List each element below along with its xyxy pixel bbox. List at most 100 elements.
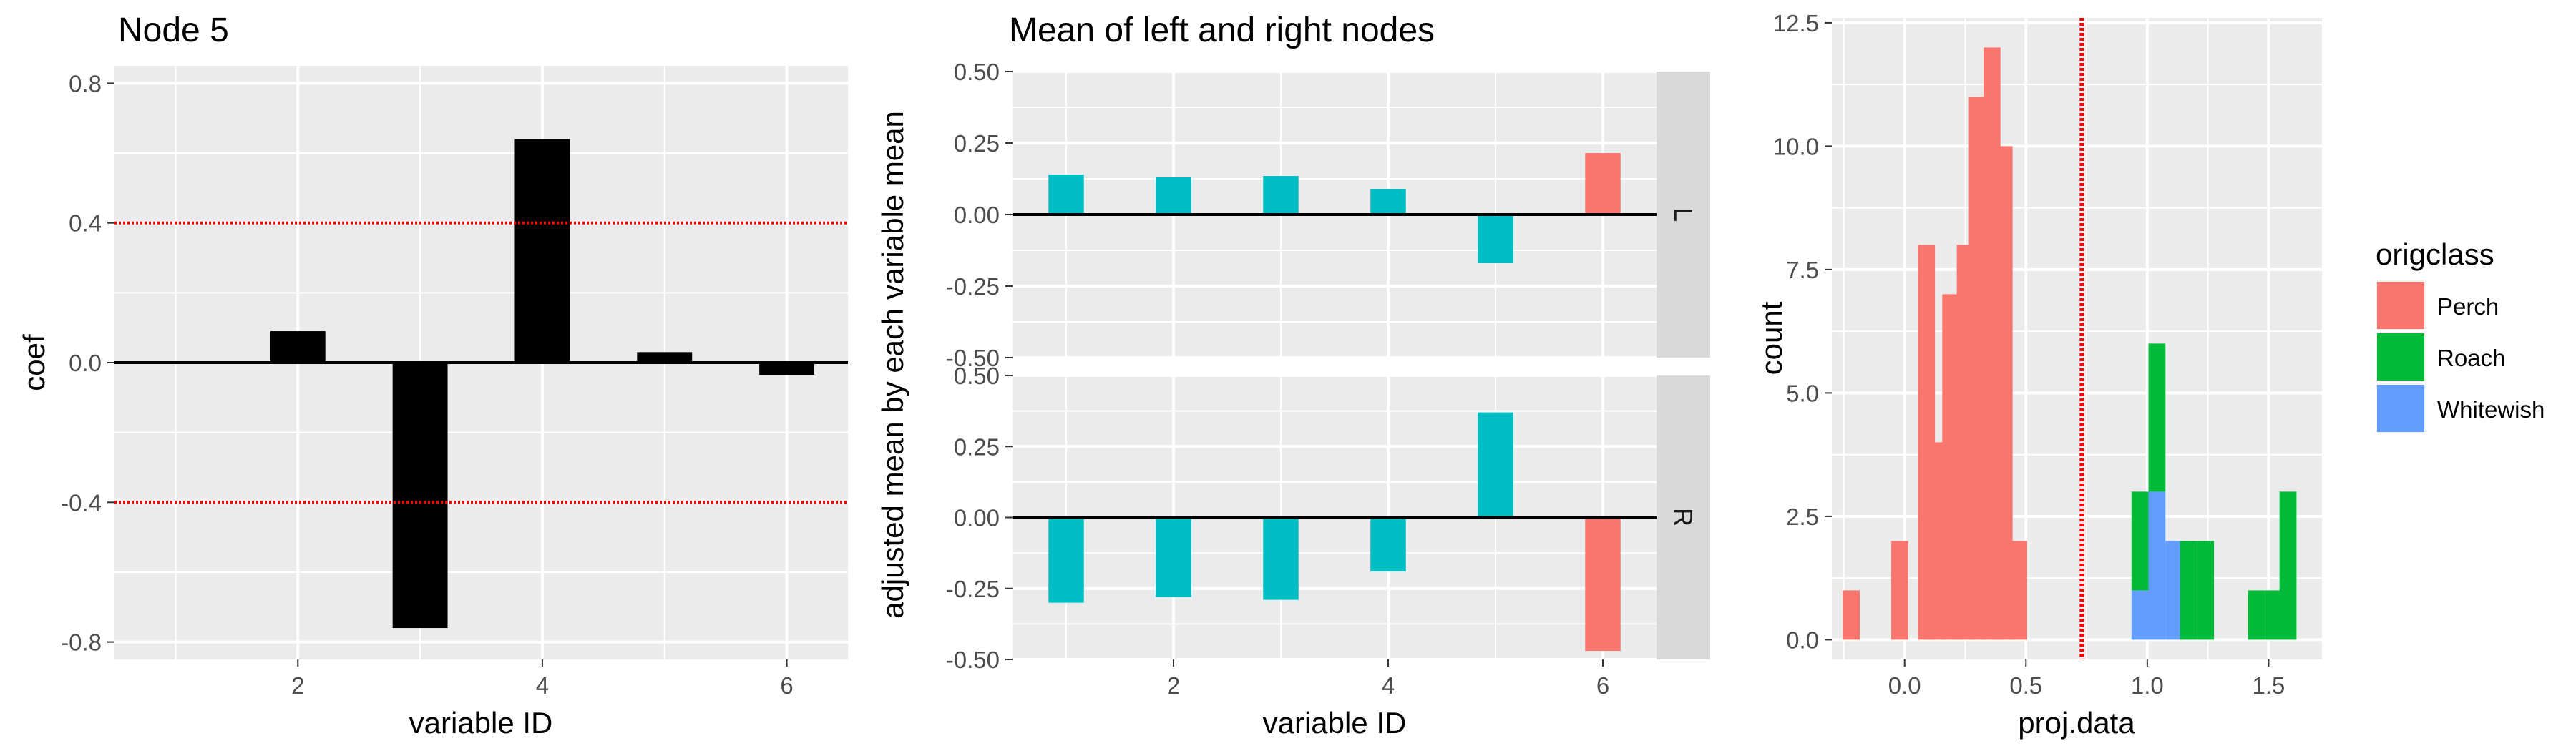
panel1-bar bbox=[759, 363, 815, 376]
histogram-bar-perch bbox=[2010, 541, 2027, 640]
panel2-y-tick-label: 0.50 bbox=[954, 59, 1000, 85]
panel1-x-tick-label: 4 bbox=[536, 672, 549, 699]
panel2-y-tick-label: 0.00 bbox=[954, 202, 1000, 228]
panel3-y-axis-label: count bbox=[1755, 301, 1788, 375]
histogram-bar-perch bbox=[1891, 541, 1908, 640]
histogram-bar-perch bbox=[1843, 590, 1860, 640]
legend-label-whitewish: Whitewish bbox=[2437, 396, 2545, 423]
panel3-y-tick-label: 0.0 bbox=[1786, 627, 1819, 653]
histogram-bar-roach bbox=[2279, 491, 2297, 640]
panel2-x-tick-label: 2 bbox=[1167, 672, 1180, 699]
panel3-plot-background bbox=[1832, 18, 2322, 659]
panel3-y-ticks: 0.0 2.5 5.0 7.5 10.0 12.5 bbox=[1773, 10, 1832, 653]
panel2-x-axis-label: variable ID bbox=[1263, 706, 1407, 740]
panel3-x-ticks: 0.0 0.5 1.0 1.5 bbox=[1888, 659, 2285, 699]
facet-L-strip bbox=[1657, 72, 1710, 358]
panel2-y-tick-label: -0.50 bbox=[946, 647, 1000, 673]
legend-label-roach: Roach bbox=[2437, 345, 2505, 371]
facet-L-bar bbox=[1478, 215, 1513, 263]
panel1-y-tick-label: 0.0 bbox=[69, 350, 102, 376]
panel1-y-tick-label: -0.4 bbox=[61, 489, 102, 516]
facet-R-bar bbox=[1263, 517, 1299, 600]
histogram-bar-whitewish bbox=[2165, 541, 2183, 640]
facet-R-bar bbox=[1478, 412, 1513, 518]
panel1-x-ticks: 2 4 6 bbox=[291, 659, 794, 699]
facet-L-strip-label: L bbox=[1669, 207, 1698, 222]
panel1-bar bbox=[637, 352, 693, 363]
panel2-bars bbox=[1048, 153, 1621, 652]
panel3-y-tick-label: 12.5 bbox=[1773, 10, 1819, 36]
histogram-bar-roach bbox=[2131, 491, 2149, 591]
legend-items: Perch Roach Whitewish bbox=[2376, 280, 2545, 433]
panel2-title: Mean of left and right nodes bbox=[1009, 11, 1435, 49]
facet-L-bar bbox=[1156, 177, 1191, 215]
histogram-bar-whitewish bbox=[2131, 590, 2149, 640]
panel2-y-tick-label: 0.50 bbox=[954, 363, 1000, 389]
panel1-bars bbox=[270, 139, 815, 629]
panel2-y-tick-label: -0.25 bbox=[946, 273, 1000, 300]
panel2-x-ticks: 2 4 6 bbox=[1167, 659, 1609, 699]
panel2-y-axis-label: adjusted mean by each variable mean bbox=[876, 111, 909, 619]
facet-R-strip-label: R bbox=[1669, 508, 1698, 526]
facet-L-bar bbox=[1585, 153, 1621, 215]
panel3-y-tick-label: 7.5 bbox=[1786, 257, 1819, 283]
panel1-y-tick-label: 0.4 bbox=[69, 210, 102, 237]
panel3-x-tick-label: 0.0 bbox=[1888, 672, 1921, 699]
histogram-bar-roach bbox=[2197, 541, 2215, 640]
panel3-histogram-bars bbox=[1843, 47, 2297, 640]
panel3-x-tick-label: 0.5 bbox=[2009, 672, 2042, 699]
panel1-x-tick-label: 2 bbox=[291, 672, 304, 699]
facet-L-bar bbox=[1048, 175, 1084, 215]
panel-projection-histogram: 0.0 2.5 5.0 7.5 10.0 12.5 0.0 0.5 1.0 1.5 proj.d… bbox=[1755, 10, 2322, 740]
panel1-x-tick-label: 6 bbox=[780, 672, 793, 699]
legend-swatch-whitewish bbox=[2377, 385, 2424, 432]
facet-R-bar bbox=[1156, 517, 1191, 597]
panel3-x-axis-label: proj.data bbox=[2018, 706, 2135, 740]
panel1-bar bbox=[392, 363, 448, 629]
panel1-x-axis-label: variable ID bbox=[409, 706, 553, 740]
panel1-y-axis-label: coef bbox=[17, 334, 51, 391]
histogram-bar-perch bbox=[1927, 442, 1945, 640]
panel3-y-tick-label: 5.0 bbox=[1786, 380, 1819, 406]
facet-L-bar bbox=[1370, 189, 1406, 215]
panel2-y-ticks: -0.50-0.250.000.250.50-0.50-0.250.000.25… bbox=[946, 59, 1013, 673]
panel3-x-tick-label: 1.0 bbox=[2131, 672, 2164, 699]
facet-R-bar bbox=[1370, 517, 1406, 571]
panel2-zero-lines bbox=[1013, 213, 1657, 519]
panel2-y-tick-label: 0.25 bbox=[954, 433, 1000, 460]
panel3-x-tick-label: 1.5 bbox=[2252, 672, 2285, 699]
histogram-bar-roach bbox=[2180, 541, 2197, 640]
histogram-bar-roach bbox=[2248, 590, 2265, 640]
panel1-title: Node 5 bbox=[118, 11, 229, 49]
legend-title: origclass bbox=[2376, 237, 2494, 271]
panel1-reference-lines bbox=[114, 221, 848, 504]
facet-L-bar bbox=[1263, 176, 1299, 215]
legend-label-perch: Perch bbox=[2437, 293, 2499, 320]
panel2-y-tick-label: 0.25 bbox=[954, 130, 1000, 157]
legend-swatch-roach bbox=[2377, 333, 2424, 381]
histogram-bar-perch bbox=[1968, 97, 1986, 640]
panel2-x-tick-label: 4 bbox=[1382, 672, 1395, 699]
histogram-bar-perch bbox=[1942, 294, 1960, 640]
panel2-y-tick-label: 0.00 bbox=[954, 505, 1000, 531]
legend: origclass Perch Roach Whitewish bbox=[2376, 237, 2545, 433]
panel1-y-tick-label: -0.8 bbox=[61, 629, 102, 656]
histogram-bar-whitewish bbox=[2148, 491, 2166, 640]
panel-node-means: Mean of left and right nodes L R -0.50 -0… bbox=[876, 11, 1710, 740]
panel2-x-tick-label: 6 bbox=[1596, 672, 1609, 699]
legend-swatch-perch bbox=[2377, 282, 2424, 329]
panel3-y-tick-label: 2.5 bbox=[1786, 504, 1819, 530]
panel1-bar bbox=[270, 331, 326, 363]
panel2-y-tick-label: -0.25 bbox=[946, 576, 1000, 602]
panel1-y-tick-label: 0.8 bbox=[69, 70, 102, 97]
histogram-bar-roach bbox=[2265, 590, 2283, 640]
panel-node-coefficients: Node 5 -0.8 -0.4 0.0 0.4 0.8 2 4 6 variable ID… bbox=[17, 11, 848, 740]
panel2-y-tick-label: -0.50 bbox=[946, 345, 1000, 371]
facet-R-strip bbox=[1657, 376, 1710, 659]
histogram-bar-perch bbox=[1995, 146, 2013, 640]
panel1-bar bbox=[514, 139, 570, 363]
panel3-y-tick-label: 10.0 bbox=[1773, 133, 1819, 159]
facet-R-bar bbox=[1048, 517, 1084, 603]
panel1-y-ticks: -0.8 -0.4 0.0 0.4 0.8 bbox=[61, 70, 114, 656]
